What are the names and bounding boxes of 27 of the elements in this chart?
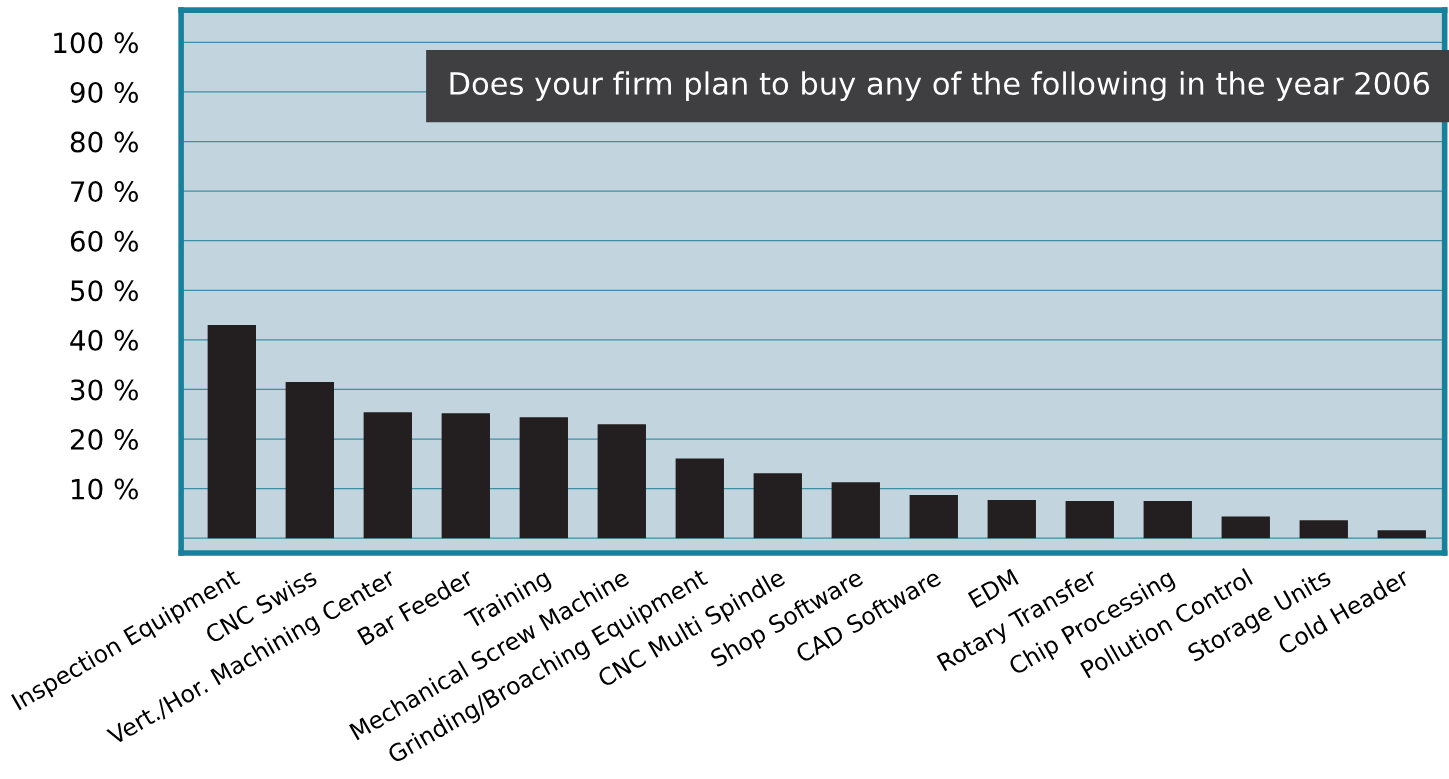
bar [1221,516,1270,539]
bar [1377,530,1426,539]
y-tick-label: 20 % [70,428,138,450]
bar [909,495,958,539]
y-tick-label: 70 % [71,181,138,203]
bar [363,412,412,539]
bar [1065,501,1114,539]
bar [1143,501,1192,539]
bar [597,424,646,539]
y-tick-label: 50 % [71,280,138,302]
y-tick-label: 90 % [70,81,138,103]
bar [753,473,802,539]
bar [207,325,256,539]
y-tick-label: 10 % [71,478,138,500]
y-tick-label: 30 % [71,379,138,401]
y-tick-label: 40 % [70,329,138,351]
bar [519,417,568,539]
text: Does your firm plan to buy any of the following in the year 2006 [450,71,1430,101]
bar [1299,520,1348,539]
bar [285,382,334,539]
y-tick-label: 60 % [70,230,138,252]
y-tick-label: 100 % [54,32,138,54]
bar [987,500,1036,539]
bar [441,413,490,539]
y-tick-label: 80 % [70,131,138,153]
bar [831,482,880,539]
bar [675,458,724,539]
